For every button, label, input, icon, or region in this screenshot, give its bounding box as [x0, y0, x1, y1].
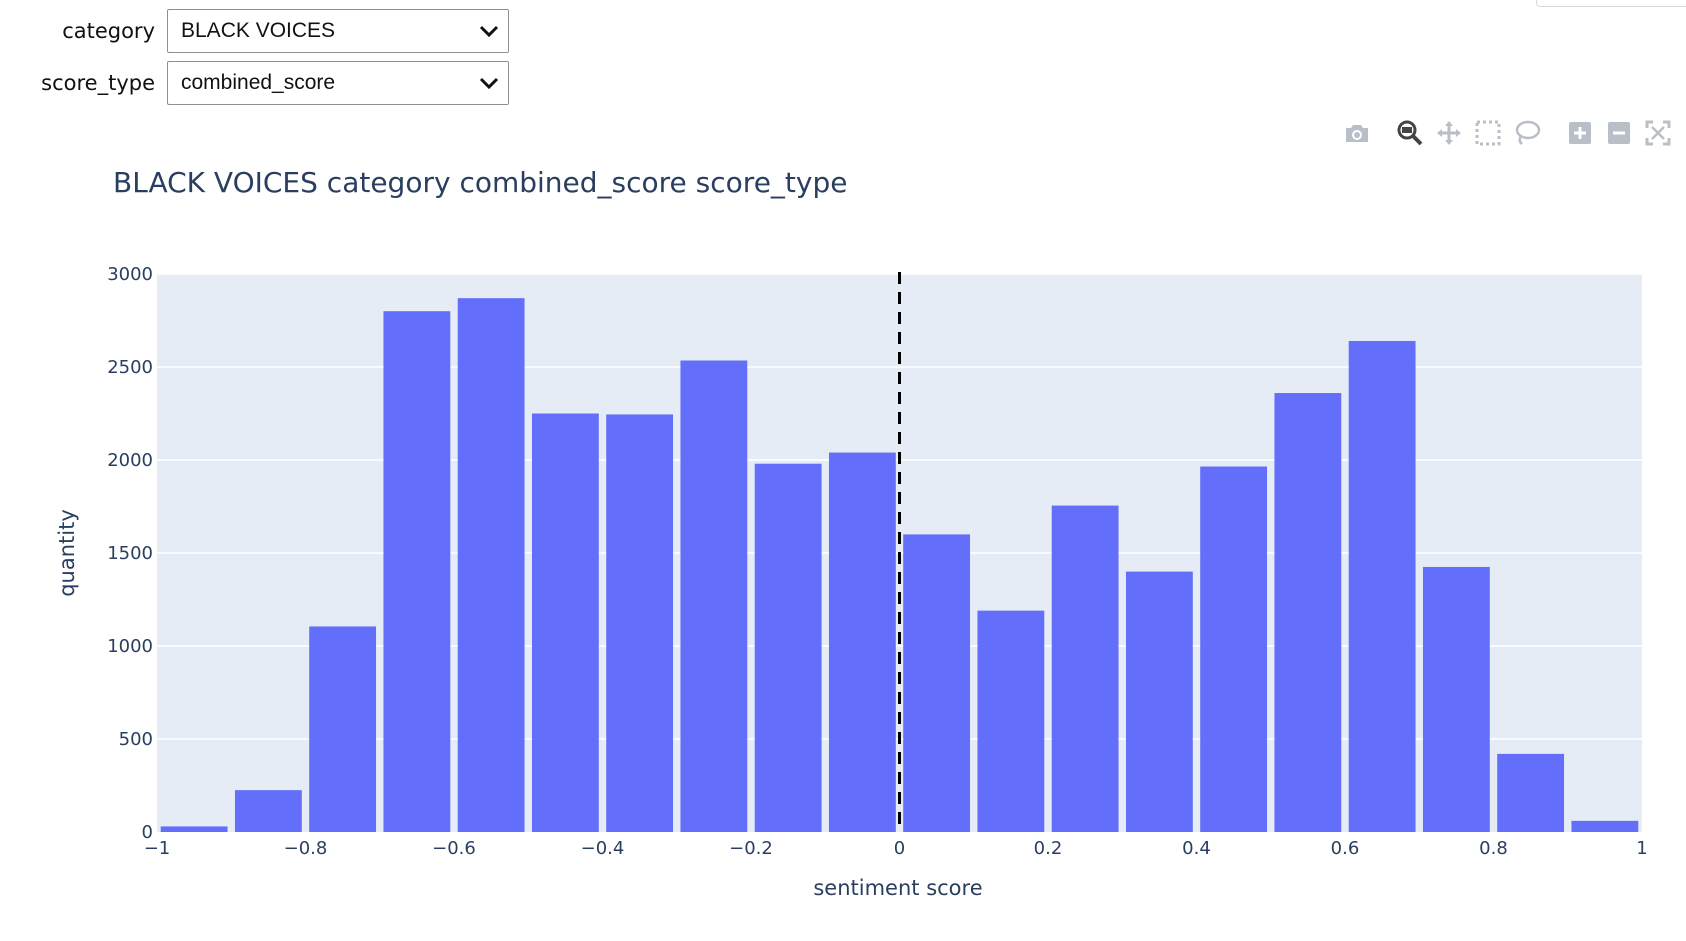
plot-modebar: [1340, 116, 1680, 150]
camera-icon[interactable]: [1340, 116, 1374, 150]
y-axis-ticks: 0 500 1000 1500 2000 2500 3000: [107, 264, 153, 843]
x-tick-label: 0.2: [1034, 838, 1063, 859]
y-tick-label: 500: [119, 729, 153, 750]
histogram-bar[interactable]: [828, 452, 896, 832]
histogram-bar[interactable]: [606, 414, 674, 832]
lasso-icon[interactable]: [1510, 116, 1544, 150]
histogram-bar[interactable]: [383, 311, 451, 832]
chevron-down-icon: [470, 61, 508, 105]
histogram-bar[interactable]: [234, 790, 302, 832]
category-dropdown[interactable]: BLACK VOICES: [167, 9, 509, 53]
zoom-in-icon[interactable]: [1563, 116, 1597, 150]
x-tick-label: −0.4: [581, 838, 625, 859]
x-tick-label: −1: [144, 838, 171, 859]
histogram-bar[interactable]: [1571, 820, 1639, 832]
y-axis-title: quantity: [55, 509, 79, 597]
score-type-dropdown-value: combined_score: [181, 71, 336, 94]
y-tick-label: 2000: [107, 450, 153, 471]
score-type-control-row: score_type combined_score: [0, 60, 509, 106]
chart-title: BLACK VOICES category combined_score sco…: [113, 166, 847, 199]
chevron-down-icon: [470, 9, 508, 53]
x-tick-label: −0.6: [432, 838, 476, 859]
histogram-bar[interactable]: [977, 610, 1045, 832]
x-tick-label: −0.2: [729, 838, 773, 859]
score-type-label-wrap: score_type: [0, 60, 155, 106]
y-tick-label: 1000: [107, 636, 153, 657]
histogram-bar[interactable]: [309, 626, 377, 832]
x-axis-title: sentiment score: [813, 876, 982, 900]
top-right-frame-edge: [1536, 0, 1686, 7]
zoom-out-icon[interactable]: [1602, 116, 1636, 150]
score-type-dropdown[interactable]: combined_score: [167, 61, 509, 105]
x-axis-ticks: −1 −0.8 −0.6 −0.4 −0.2 0 0.2 0.4 0.6 0.8 1: [144, 838, 1648, 859]
histogram-bar[interactable]: [1200, 466, 1268, 832]
autoscale-icon[interactable]: [1641, 116, 1675, 150]
pan-icon[interactable]: [1432, 116, 1466, 150]
histogram-bar[interactable]: [1422, 566, 1490, 832]
histogram-bar[interactable]: [1348, 340, 1416, 832]
x-tick-label: 0.4: [1182, 838, 1211, 859]
zoom-icon[interactable]: [1393, 116, 1427, 150]
bars: [160, 298, 1639, 833]
y-tick-label: 2500: [107, 357, 153, 378]
histogram-bar[interactable]: [680, 360, 748, 832]
histogram-bar[interactable]: [531, 413, 599, 833]
histogram-bar[interactable]: [1497, 753, 1565, 832]
x-tick-label: 1: [1636, 838, 1647, 859]
category-control-row: category BLACK VOICES: [0, 8, 509, 54]
y-tick-label: 0: [142, 822, 153, 843]
x-tick-label: 0.6: [1331, 838, 1360, 859]
x-tick-label: −0.8: [284, 838, 328, 859]
category-label: category: [62, 19, 155, 43]
score-type-label: score_type: [41, 71, 155, 95]
histogram-bar[interactable]: [1051, 505, 1119, 832]
category-dropdown-value: BLACK VOICES: [181, 19, 336, 42]
category-label-wrap: category: [0, 8, 155, 54]
histogram-bar[interactable]: [1274, 393, 1342, 832]
histogram-bar[interactable]: [754, 463, 822, 832]
histogram-bar[interactable]: [160, 826, 228, 832]
y-tick-label: 1500: [107, 543, 153, 564]
histogram-bar[interactable]: [457, 298, 525, 832]
y-tick-label: 3000: [107, 264, 153, 285]
x-tick-label: 0: [894, 838, 905, 859]
histogram-bar[interactable]: [903, 534, 971, 832]
x-tick-label: 0.8: [1479, 838, 1508, 859]
histogram-bar[interactable]: [1125, 571, 1193, 832]
box-select-icon[interactable]: [1471, 116, 1505, 150]
